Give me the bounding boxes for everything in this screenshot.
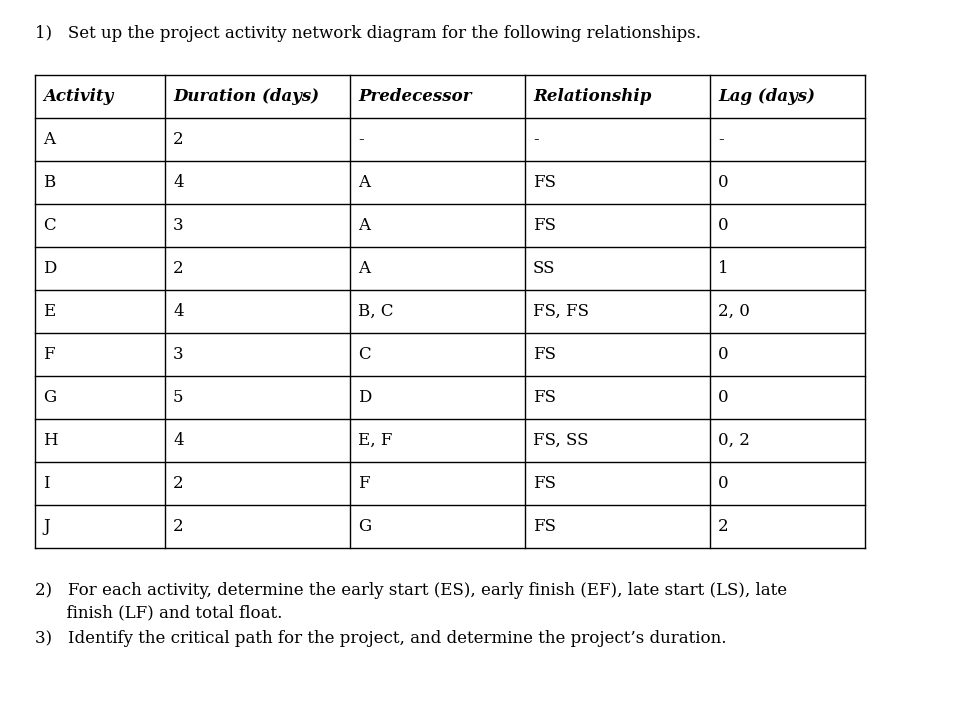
Text: 0, 2: 0, 2 [718, 432, 750, 449]
Text: 0: 0 [718, 217, 729, 234]
Text: FS: FS [533, 518, 556, 535]
Text: FS: FS [533, 174, 556, 191]
Text: 1: 1 [718, 260, 729, 277]
Text: A: A [358, 217, 370, 234]
Text: FS, FS: FS, FS [533, 303, 589, 320]
Text: 2, 0: 2, 0 [718, 303, 750, 320]
Text: -: - [358, 131, 364, 148]
Text: 2: 2 [173, 518, 183, 535]
Text: Relationship: Relationship [533, 88, 652, 105]
Text: 3)   Identify the critical path for the project, and determine the project’s dur: 3) Identify the critical path for the pr… [35, 630, 727, 647]
Text: 2: 2 [173, 131, 183, 148]
Text: D: D [43, 260, 57, 277]
Text: D: D [358, 389, 372, 406]
Text: Duration (days): Duration (days) [173, 88, 319, 105]
Text: FS: FS [533, 389, 556, 406]
Text: 2: 2 [718, 518, 729, 535]
Text: -: - [718, 131, 724, 148]
Text: C: C [358, 346, 371, 363]
Text: A: A [358, 260, 370, 277]
Text: 2)   For each activity, determine the early start (ES), early finish (EF), late : 2) For each activity, determine the earl… [35, 582, 787, 599]
Text: Predecessor: Predecessor [358, 88, 471, 105]
Text: 3: 3 [173, 346, 183, 363]
Text: finish (LF) and total float.: finish (LF) and total float. [35, 604, 282, 621]
Text: A: A [358, 174, 370, 191]
Text: B, C: B, C [358, 303, 394, 320]
Text: 1)   Set up the project activity network diagram for the following relationships: 1) Set up the project activity network d… [35, 25, 701, 42]
Text: 0: 0 [718, 389, 729, 406]
Text: Activity: Activity [43, 88, 113, 105]
Text: C: C [43, 217, 56, 234]
Text: FS: FS [533, 217, 556, 234]
Text: G: G [43, 389, 56, 406]
Text: E: E [43, 303, 56, 320]
Text: H: H [43, 432, 58, 449]
Text: FS: FS [533, 346, 556, 363]
Text: E, F: E, F [358, 432, 393, 449]
Text: 4: 4 [173, 432, 183, 449]
Text: B: B [43, 174, 56, 191]
Text: FS: FS [533, 475, 556, 492]
Text: FS, SS: FS, SS [533, 432, 588, 449]
Text: SS: SS [533, 260, 556, 277]
Text: G: G [358, 518, 372, 535]
Text: A: A [43, 131, 55, 148]
Text: 4: 4 [173, 303, 183, 320]
Text: I: I [43, 475, 50, 492]
Text: F: F [43, 346, 55, 363]
Text: 3: 3 [173, 217, 183, 234]
Text: 0: 0 [718, 475, 729, 492]
Text: 5: 5 [173, 389, 183, 406]
Text: 2: 2 [173, 475, 183, 492]
Text: J: J [43, 518, 50, 535]
Text: 0: 0 [718, 346, 729, 363]
Text: -: - [533, 131, 539, 148]
Text: 0: 0 [718, 174, 729, 191]
Text: F: F [358, 475, 370, 492]
Text: 4: 4 [173, 174, 183, 191]
Text: 2: 2 [173, 260, 183, 277]
Text: Lag (days): Lag (days) [718, 88, 815, 105]
